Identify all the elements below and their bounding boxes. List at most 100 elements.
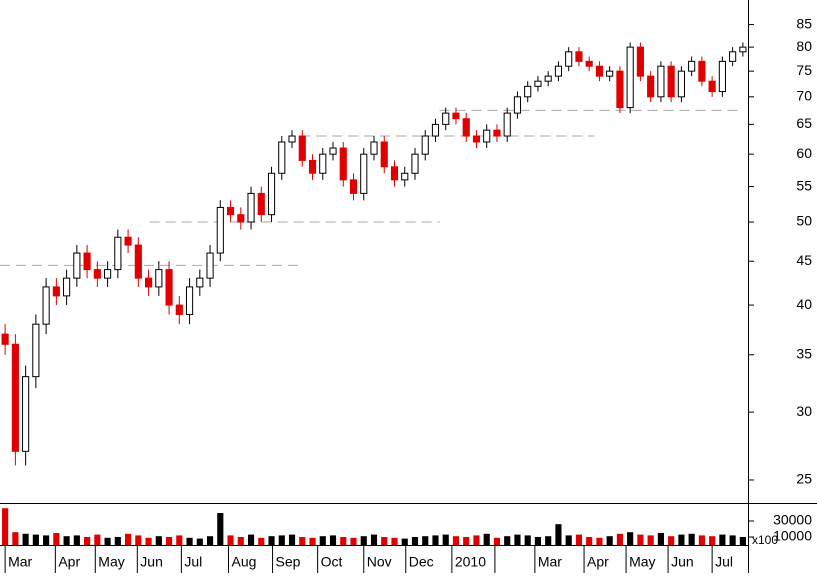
y-tick-label: 75 bbox=[796, 62, 812, 78]
y-tick-label: 70 bbox=[796, 88, 812, 104]
volume-bar bbox=[463, 537, 470, 545]
candle-body bbox=[288, 135, 296, 143]
candle-body bbox=[647, 75, 655, 98]
y-tick-label: 35 bbox=[796, 345, 812, 361]
candle-body bbox=[483, 129, 491, 143]
candle-body bbox=[554, 65, 563, 77]
candle-body bbox=[298, 135, 306, 161]
y-tick-label: 55 bbox=[796, 177, 812, 193]
volume-bar bbox=[135, 535, 142, 545]
candle-body bbox=[729, 51, 737, 62]
candle-body bbox=[124, 236, 132, 246]
candle-body bbox=[708, 80, 716, 93]
candle-body bbox=[739, 46, 747, 53]
candle-body bbox=[462, 118, 470, 137]
candle-body bbox=[114, 236, 122, 271]
candle-body bbox=[278, 141, 286, 174]
y-tick-label: 65 bbox=[796, 115, 812, 131]
volume-bar bbox=[237, 537, 244, 545]
candle-body bbox=[349, 179, 358, 194]
volume-bar bbox=[125, 533, 132, 545]
x-tick-label: Jun bbox=[140, 554, 163, 570]
candle-body bbox=[360, 153, 368, 194]
candle-body bbox=[503, 112, 511, 137]
volume-bar bbox=[12, 532, 19, 545]
x-tick-label: Sep bbox=[276, 554, 301, 570]
candle-body bbox=[606, 70, 614, 77]
x-tick-label: Mar bbox=[8, 554, 32, 570]
candle-body bbox=[667, 65, 675, 98]
candle-body bbox=[616, 70, 624, 109]
candle-body bbox=[534, 80, 542, 87]
volume-bar bbox=[319, 536, 326, 545]
candle-body bbox=[308, 159, 317, 174]
volume-bar bbox=[176, 535, 183, 545]
candle-body bbox=[257, 192, 265, 216]
candle-body bbox=[11, 343, 19, 452]
volume-bar bbox=[299, 537, 306, 545]
candle-body bbox=[63, 277, 71, 297]
y-tick-label: 45 bbox=[796, 252, 812, 268]
volume-bar bbox=[370, 534, 378, 545]
candle-body bbox=[267, 172, 276, 216]
x-tick-label: May bbox=[629, 554, 655, 570]
x-tick-label: Mar bbox=[538, 554, 562, 570]
volume-bar bbox=[217, 513, 224, 545]
volume-bar bbox=[63, 536, 70, 545]
volume-bar bbox=[401, 538, 408, 545]
y-tick-label: 85 bbox=[796, 15, 812, 31]
volume-bar bbox=[483, 533, 490, 545]
candle-body bbox=[401, 172, 409, 181]
volume-bar bbox=[606, 536, 613, 545]
volume-bar bbox=[739, 537, 746, 545]
volume-bar bbox=[329, 535, 337, 545]
volume-bar bbox=[22, 533, 29, 545]
volume-bar bbox=[391, 537, 398, 545]
volume-bar bbox=[360, 536, 367, 545]
volume-tick-label: 10000 bbox=[773, 528, 812, 544]
candle-body bbox=[237, 214, 245, 223]
candle-body bbox=[442, 112, 450, 125]
candle-body bbox=[104, 269, 112, 279]
volume-bar bbox=[575, 534, 583, 545]
volume-bar bbox=[278, 535, 285, 545]
volume-bar bbox=[616, 533, 623, 545]
x-tick-label: 2010 bbox=[455, 554, 486, 570]
y-tick-label: 40 bbox=[796, 296, 812, 312]
candle-body bbox=[185, 286, 194, 315]
volume-bar bbox=[637, 534, 644, 545]
candle-body bbox=[493, 129, 501, 137]
candle-body bbox=[380, 141, 388, 168]
x-tick-label: Jul bbox=[715, 554, 733, 570]
volume-bar bbox=[586, 537, 593, 545]
x-tick-label: Apr bbox=[58, 554, 80, 570]
volume-bar bbox=[247, 534, 255, 545]
candle-body bbox=[216, 206, 224, 254]
candle-body bbox=[165, 269, 173, 306]
candle-body bbox=[565, 51, 573, 67]
volume-bar bbox=[309, 537, 316, 545]
volume-bar bbox=[268, 536, 275, 545]
volume-bar bbox=[155, 536, 162, 545]
x-tick-label: Jun bbox=[671, 554, 694, 570]
volume-bar bbox=[227, 535, 234, 545]
x-tick-label: Aug bbox=[231, 554, 256, 570]
candle-body bbox=[319, 153, 327, 174]
candle-body bbox=[145, 277, 153, 288]
volume-bar bbox=[258, 537, 265, 545]
candle-body bbox=[247, 192, 255, 223]
volume-bar bbox=[473, 535, 480, 545]
y-tick-label: 25 bbox=[796, 471, 812, 487]
candle-body bbox=[155, 269, 163, 288]
y-tick-label: 30 bbox=[796, 403, 812, 419]
volume-bar bbox=[432, 535, 439, 545]
candle-body bbox=[175, 304, 183, 315]
volume-bar bbox=[104, 537, 111, 545]
volume-bar bbox=[596, 537, 603, 545]
candle-body bbox=[52, 286, 60, 297]
candle-body bbox=[411, 153, 419, 174]
x-tick-label: Oct bbox=[321, 554, 343, 570]
